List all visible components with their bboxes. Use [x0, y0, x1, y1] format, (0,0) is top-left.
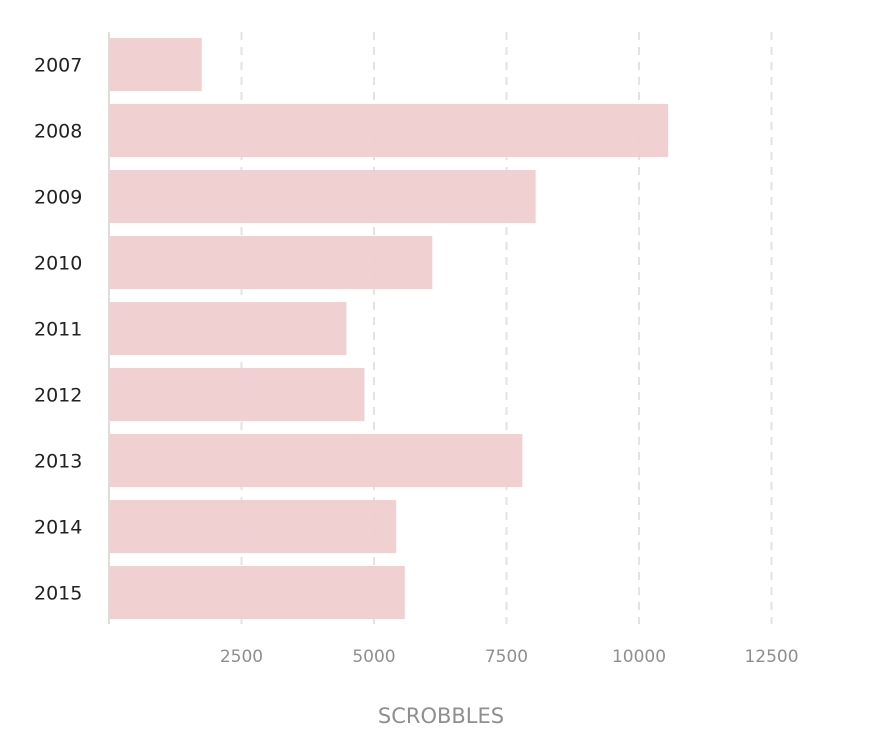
y-tick-label-2010: 2010 — [34, 253, 82, 275]
bar-2007 — [109, 38, 202, 91]
x-tick-label-12500: 12500 — [744, 647, 798, 667]
bar-2009 — [109, 170, 536, 223]
x-tick-label-5000: 5000 — [352, 647, 395, 667]
bar-2012 — [109, 368, 365, 421]
y-tick-label-2008: 2008 — [34, 121, 82, 143]
x-tick-label-7500: 7500 — [485, 647, 528, 667]
y-tick-label-2011: 2011 — [34, 319, 82, 341]
bar-2010 — [109, 236, 433, 289]
y-tick-label-2009: 2009 — [34, 187, 82, 209]
bar-2014 — [109, 500, 397, 553]
y-tick-label-2013: 2013 — [34, 451, 82, 473]
y-tick-label-2015: 2015 — [34, 583, 82, 605]
y-tick-label-2007: 2007 — [34, 55, 82, 77]
bar-2008 — [109, 104, 669, 157]
bar-2015 — [109, 566, 405, 619]
x-tick-label-10000: 10000 — [612, 647, 666, 667]
y-tick-label-2012: 2012 — [34, 385, 82, 407]
x-axis-title: SCROBBLES — [378, 704, 504, 728]
x-tick-label-2500: 2500 — [220, 647, 263, 667]
labels: 2500 5000 7500 10000 12500 2007 2008 2009 2010 20… — [34, 55, 799, 668]
y-tick-label-2014: 2014 — [34, 517, 82, 539]
bar-2011 — [109, 302, 347, 355]
bars — [109, 38, 669, 619]
bar-2013 — [109, 434, 523, 487]
